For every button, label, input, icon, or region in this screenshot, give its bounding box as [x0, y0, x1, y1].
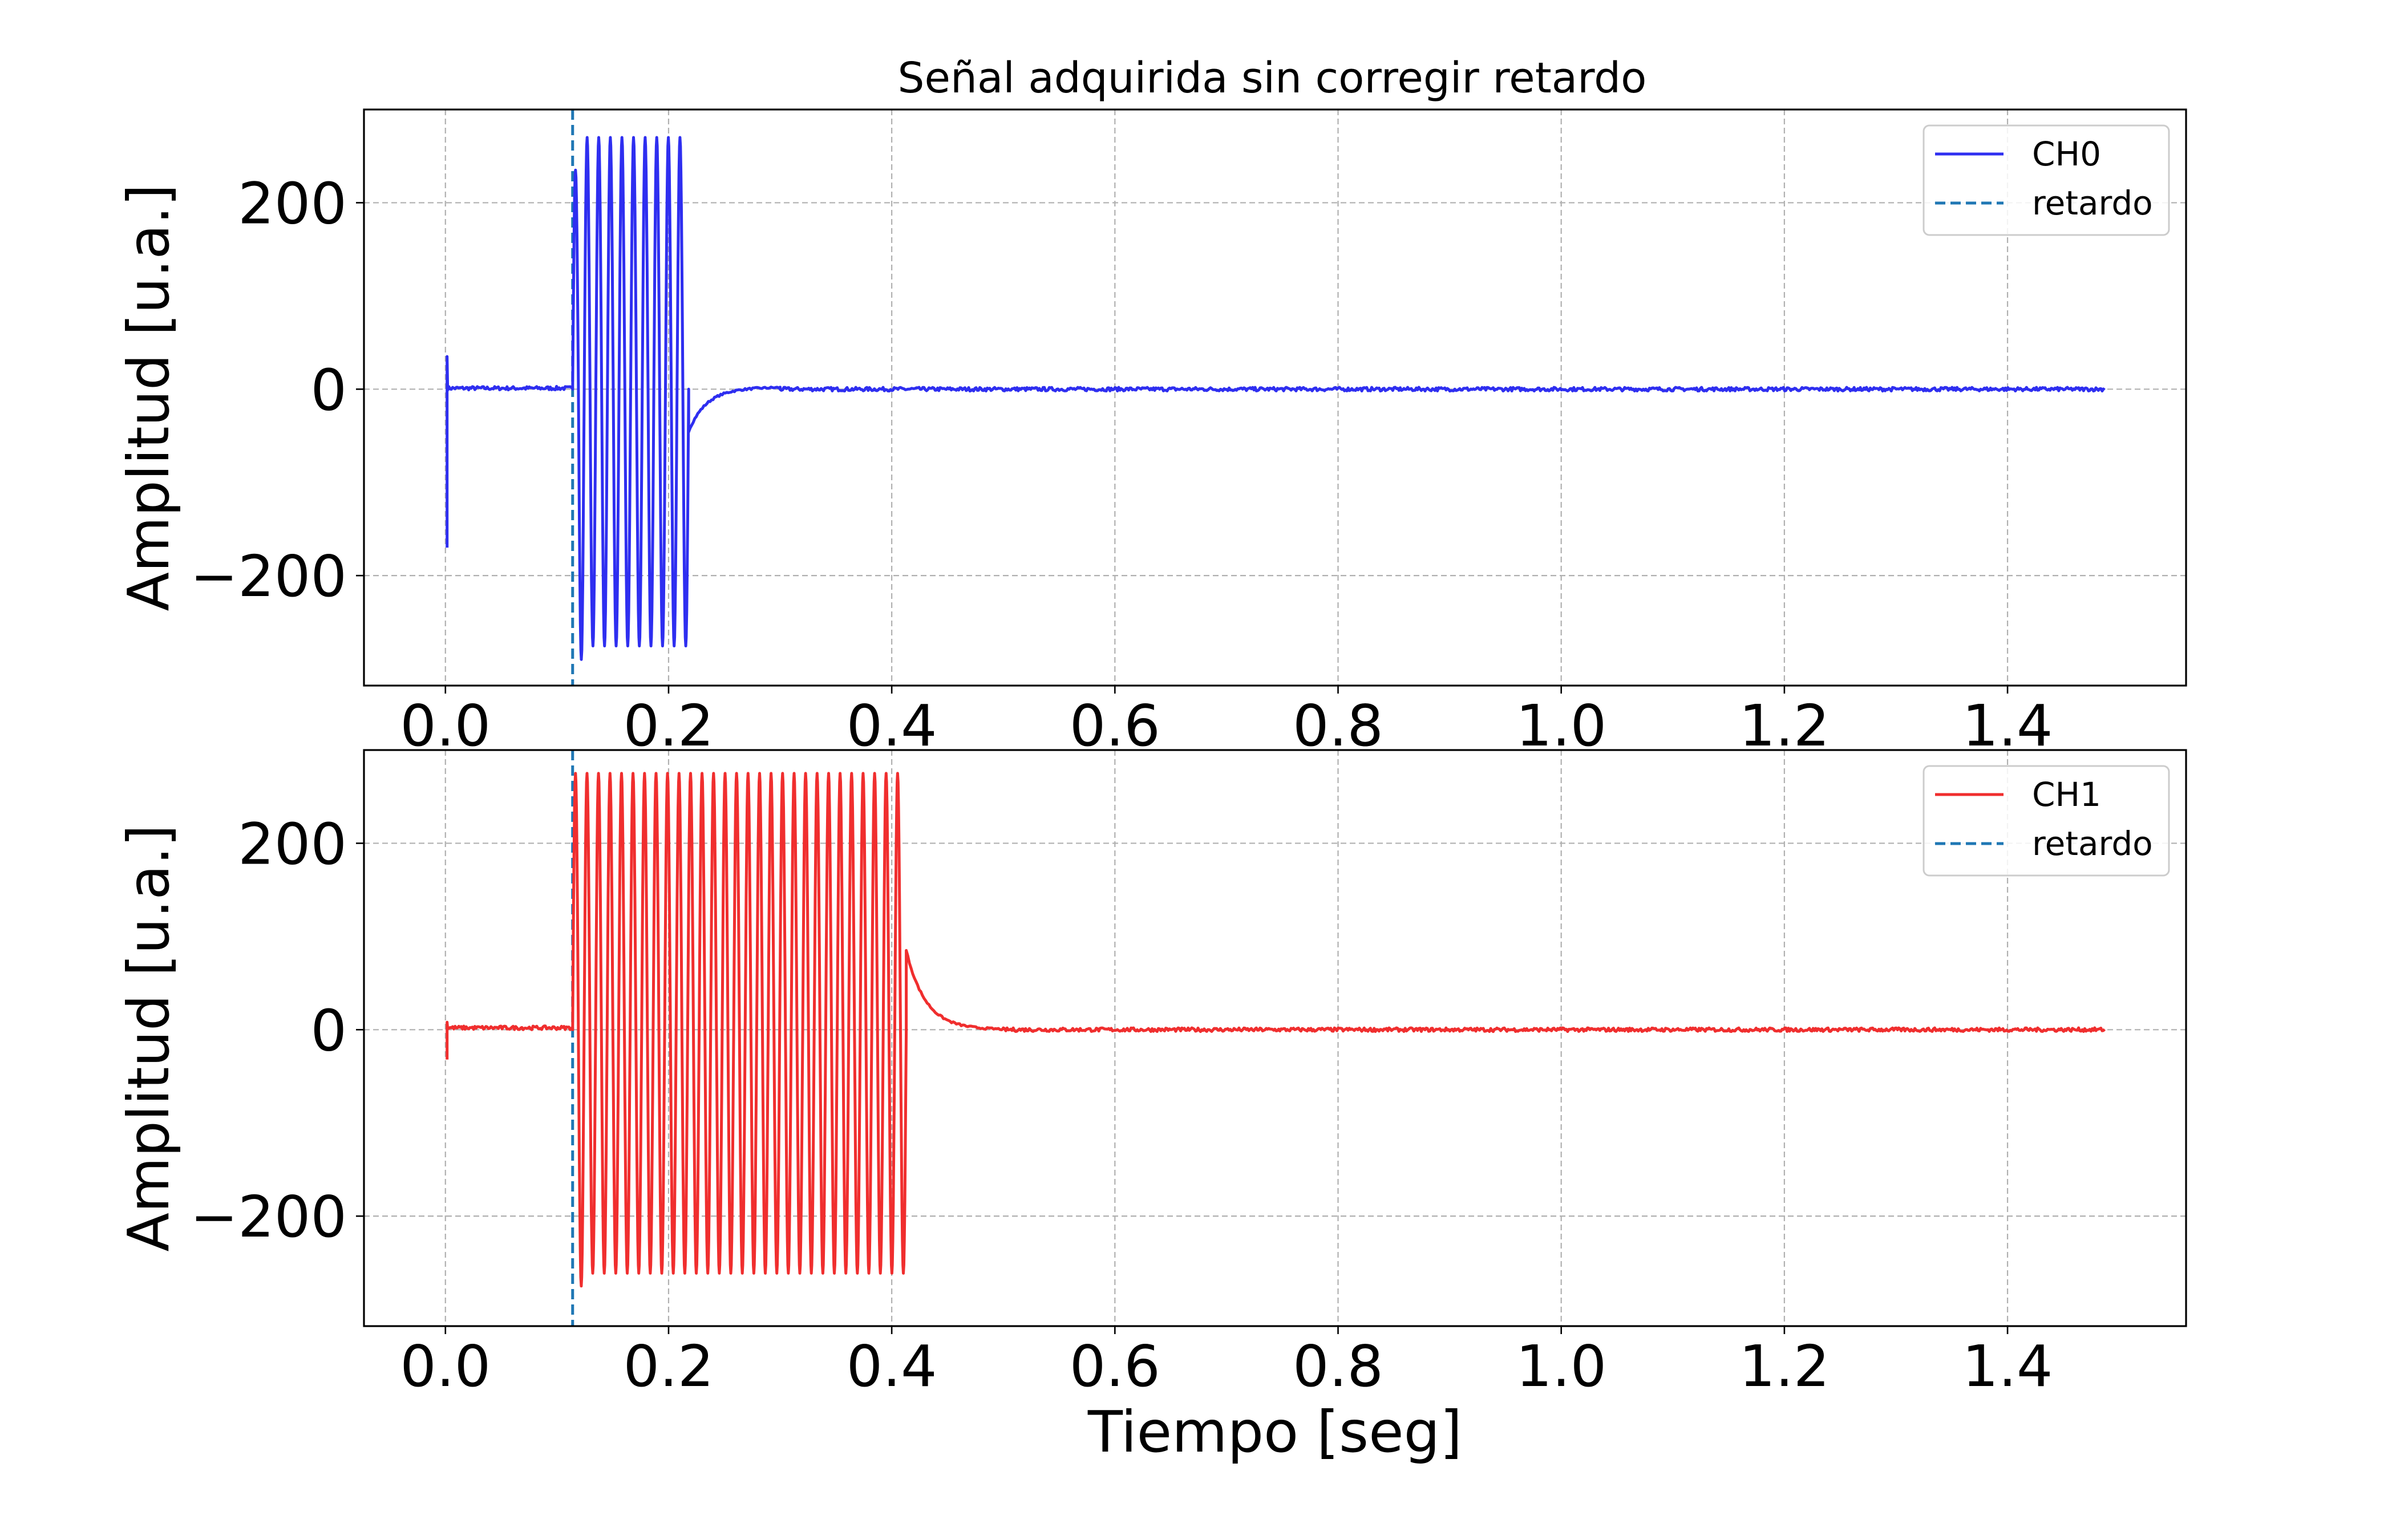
- legend-label-ch0: CH0: [2032, 135, 2101, 173]
- y-tick-label: 200: [238, 170, 347, 237]
- legend-label-retardo-ch0: retardo: [2032, 184, 2153, 222]
- x-tick-label: 0.6: [1070, 692, 1160, 759]
- y-tick-label: 200: [238, 810, 347, 877]
- x-tick-label: 0.6: [1070, 1333, 1160, 1400]
- series-line-ch1: [446, 772, 2106, 1288]
- x-tick-label: 0.4: [847, 1333, 937, 1400]
- y-tick-label: −200: [190, 543, 347, 610]
- y-tick-label: 0: [310, 997, 347, 1064]
- x-tick-label: 0.4: [847, 692, 937, 759]
- panel-ch1: 0.0 0.2 0.4 0.6 0.8 1.0 1.2 1.4 −200 0 200 Amplitu…: [115, 749, 2187, 1465]
- x-tick-label: 1.4: [1962, 1333, 2053, 1400]
- ylabel-ch1: Amplitud [u.a.]: [115, 825, 182, 1252]
- x-tick-label: 0.8: [1293, 692, 1383, 759]
- x-tick-label: 0.0: [400, 1333, 491, 1400]
- series-ch1: [446, 772, 2106, 1288]
- ticks-ch0: 0.0 0.2 0.4 0.6 0.8 1.0 1.2 1.4 −200 0 200: [190, 170, 2053, 759]
- panel-ch0: Señal adquirida sin corregir retardo 0.0…: [115, 54, 2187, 759]
- x-tick-label: 1.4: [1962, 692, 2053, 759]
- legend-ch0: CH0 retardo: [1923, 124, 2170, 236]
- x-tick-label: 1.2: [1739, 1333, 1830, 1400]
- ylabel-ch0: Amplitud [u.a.]: [115, 184, 182, 611]
- chart-title: Señal adquirida sin corregir retardo: [898, 54, 1647, 103]
- y-tick-label: −200: [190, 1184, 347, 1250]
- series-line-ch0: [446, 136, 2106, 661]
- xlabel: Tiempo [seg]: [1087, 1399, 1462, 1465]
- legend-ch1: CH1 retardo: [1923, 765, 2170, 877]
- legend-label-retardo-ch1: retardo: [2032, 824, 2153, 863]
- plot-frame-ch1: [363, 749, 2187, 1327]
- x-tick-label: 1.0: [1516, 1333, 1606, 1400]
- x-tick-label: 0.2: [623, 1333, 714, 1400]
- x-tick-label: 1.0: [1516, 692, 1606, 759]
- ticks-ch1: 0.0 0.2 0.4 0.6 0.8 1.0 1.2 1.4 −200 0 200: [190, 810, 2053, 1400]
- x-tick-label: 0.0: [400, 692, 491, 759]
- x-tick-label: 0.8: [1293, 1333, 1383, 1400]
- plot-frame-ch0: [363, 108, 2187, 687]
- x-tick-label: 0.2: [623, 692, 714, 759]
- legend-label-ch1: CH1: [2032, 775, 2101, 814]
- y-tick-label: 0: [310, 356, 347, 423]
- series-ch0: [446, 136, 2106, 661]
- x-tick-label: 1.2: [1739, 692, 1830, 759]
